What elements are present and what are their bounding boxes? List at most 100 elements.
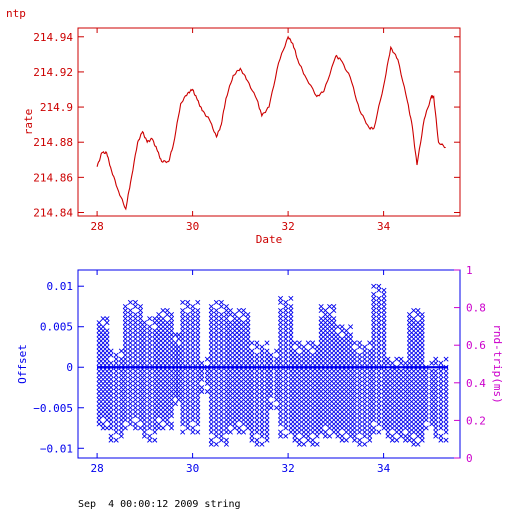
offset-point — [411, 360, 417, 366]
offset-point — [376, 307, 382, 314]
offset-point — [283, 344, 289, 350]
offset-point — [429, 413, 435, 419]
offset-point — [96, 344, 102, 350]
offset-point — [296, 360, 302, 366]
offset-point — [310, 441, 316, 447]
offset-point — [176, 344, 182, 350]
offset-point — [180, 324, 186, 330]
offset-point — [259, 372, 265, 378]
offset-point — [371, 299, 377, 305]
offset-point — [236, 340, 242, 346]
offset-point — [137, 413, 143, 419]
offset-point — [283, 384, 289, 391]
offset-point — [195, 348, 201, 354]
offset-point — [213, 425, 219, 431]
offset-point — [164, 393, 170, 399]
offset-point — [213, 405, 219, 411]
offset-point — [156, 393, 162, 399]
offset-point — [204, 372, 210, 378]
offset-point — [268, 368, 274, 374]
offset-point — [147, 397, 153, 403]
offset-point — [305, 429, 311, 435]
offset-point — [185, 401, 191, 407]
offset-point — [419, 405, 425, 411]
offset-point — [376, 344, 382, 350]
offset-point — [357, 437, 363, 443]
offset-point — [335, 417, 341, 423]
offset-point — [232, 384, 238, 391]
offset-point — [367, 389, 373, 395]
offset-point — [348, 352, 354, 358]
offset-point — [296, 340, 302, 346]
offset-point — [343, 376, 349, 382]
offset-point — [415, 393, 421, 399]
offset-point — [190, 380, 196, 386]
offset-point — [218, 328, 224, 334]
offset-point — [367, 384, 373, 391]
offset-point — [218, 413, 224, 419]
offset-point — [318, 348, 324, 354]
offset-point — [254, 376, 260, 382]
offset-point — [301, 344, 307, 350]
offset-point — [288, 360, 294, 366]
offset-point — [127, 360, 133, 366]
offset-point — [296, 368, 302, 374]
offset-point — [322, 393, 328, 399]
offset-point — [415, 307, 421, 314]
offset-point — [343, 348, 349, 354]
offset-point — [254, 425, 260, 431]
offset-point — [223, 312, 229, 318]
offset-point — [433, 389, 439, 395]
offset-point — [348, 380, 354, 386]
offset-point — [357, 441, 363, 447]
offset-point — [249, 409, 255, 415]
offset-point — [331, 320, 337, 326]
offset-point — [118, 393, 124, 399]
offset-point — [371, 291, 377, 297]
offset-point — [156, 356, 162, 362]
offset-point — [227, 376, 233, 382]
offset-point — [227, 368, 233, 374]
offset-point — [241, 340, 247, 346]
offset-point — [254, 417, 260, 423]
offset-point — [164, 324, 170, 330]
top-y-tick-label: 214.94 — [33, 31, 73, 44]
offset-point — [398, 368, 404, 374]
offset-point — [168, 372, 175, 378]
offset-point — [147, 356, 153, 362]
offset-point — [376, 380, 382, 386]
offset-point — [357, 393, 363, 399]
offset-point — [122, 320, 128, 326]
offset-point — [327, 320, 333, 326]
offset-point — [278, 409, 284, 415]
offset-point — [245, 401, 251, 407]
offset-point — [327, 332, 333, 338]
offset-point — [96, 332, 102, 338]
offset-point — [406, 437, 412, 443]
offset-point — [232, 409, 238, 415]
offset-point — [156, 340, 162, 346]
bottom-right-tick-label: 1 — [466, 264, 473, 277]
offset-point — [406, 348, 412, 354]
offset-point — [249, 376, 255, 382]
offset-point — [352, 360, 358, 366]
offset-point — [292, 393, 298, 399]
offset-point — [218, 384, 224, 391]
offset-point — [362, 433, 368, 439]
offset-point — [331, 409, 337, 415]
offset-point — [236, 368, 242, 374]
offset-point — [236, 336, 242, 342]
offset-point — [168, 352, 175, 358]
offset-point — [147, 376, 153, 382]
offset-point — [168, 389, 175, 395]
offset-point — [232, 352, 238, 358]
offset-point — [335, 413, 341, 419]
offset-point — [127, 316, 133, 322]
offset-point — [433, 433, 439, 439]
offset-point — [438, 389, 444, 395]
offset-point — [168, 380, 175, 386]
offset-point — [118, 348, 124, 354]
offset-point — [180, 405, 186, 411]
offset-point — [415, 413, 421, 419]
offset-point — [288, 384, 294, 391]
